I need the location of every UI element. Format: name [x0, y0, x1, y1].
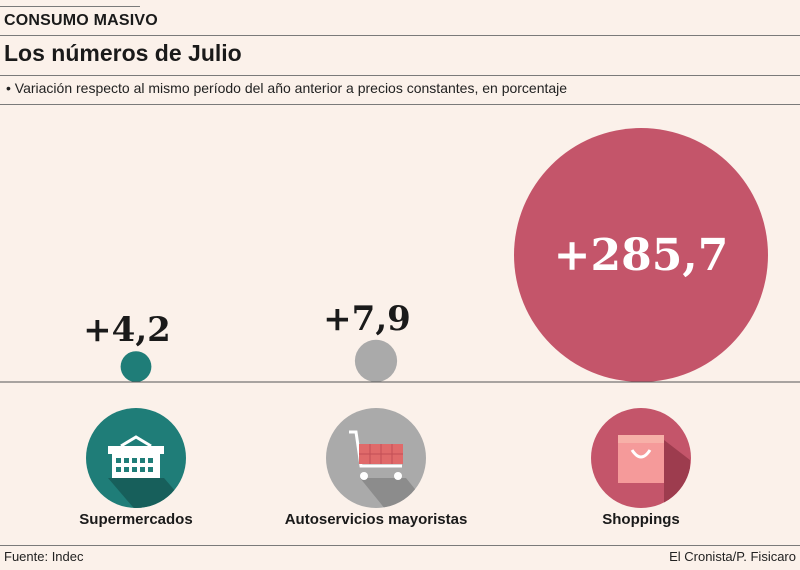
kicker-rule — [0, 35, 800, 36]
supermercados-badge — [86, 408, 186, 508]
source-note: Fuente: Indec — [4, 549, 84, 564]
credit-note: El Cronista/P. Fisicaro — [669, 549, 796, 564]
footer-rule — [0, 545, 800, 546]
autoservicios-badge — [326, 408, 426, 508]
bubble-autoservicios — [354, 339, 398, 382]
bubble-supermercados — [120, 351, 152, 382]
subtitle-rule — [0, 104, 800, 105]
shoppings-badge — [591, 408, 691, 508]
shopping-cart-icon — [349, 430, 403, 480]
chart-title: Los números de Julio — [4, 40, 242, 66]
shopping-bag-icon — [618, 435, 664, 483]
category-label-autoservicios: Autoservicios mayoristas — [284, 511, 468, 528]
category-label-shoppings: Shoppings — [602, 511, 680, 528]
section-kicker: CONSUMO MASIVO — [4, 12, 158, 29]
value-label-supermercados: +4,2 — [83, 310, 171, 350]
value-label-autoservicios: +7,9 — [323, 299, 411, 339]
category-label-supermercados: Supermercados — [79, 511, 193, 528]
shopping-basket-icon — [108, 435, 164, 478]
value-label-shoppings: +285,7 — [554, 230, 729, 281]
bubble-shoppings — [514, 128, 768, 382]
chart-subtitle: • Variación respecto al mismo período de… — [6, 80, 568, 96]
top-rule — [0, 6, 140, 7]
title-rule — [0, 75, 800, 76]
